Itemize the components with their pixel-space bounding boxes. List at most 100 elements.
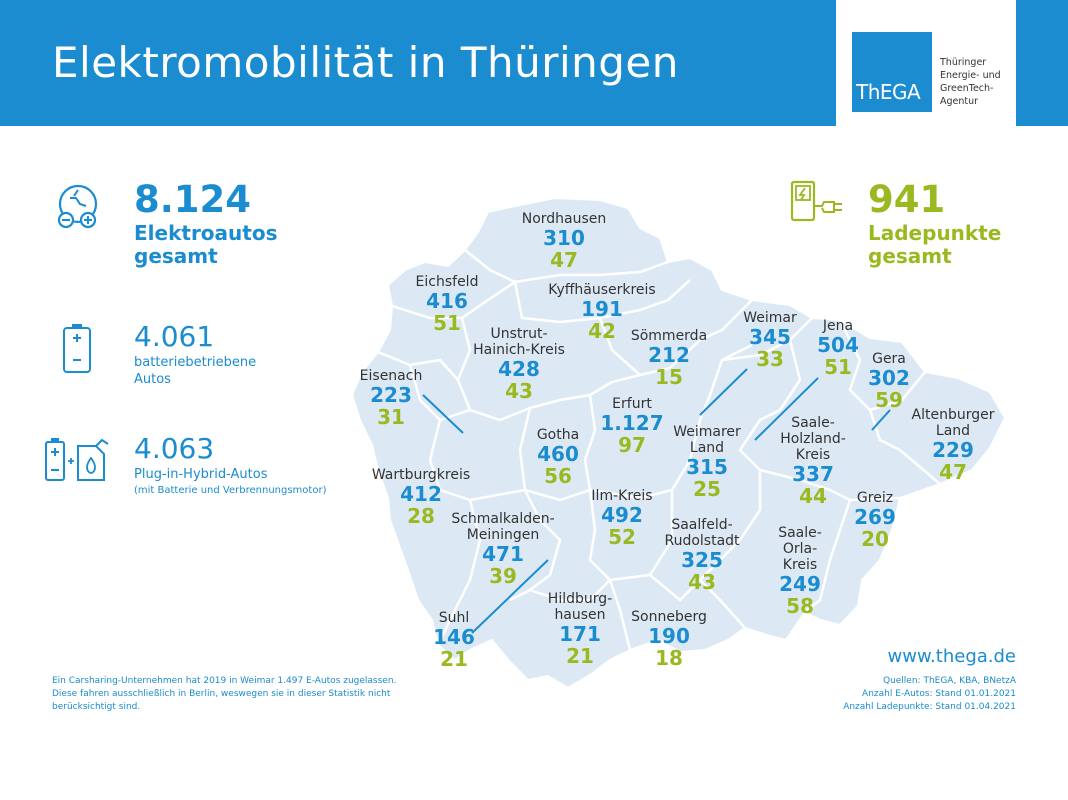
border-line <box>608 579 632 651</box>
border-line <box>408 364 471 422</box>
border-line <box>649 470 762 602</box>
source-line: Anzahl E-Autos: Stand 01.01.2021 <box>862 689 1016 699</box>
charging-total-value: 941 <box>868 178 946 221</box>
charging-total-label: Ladepunkte gesamt <box>868 222 1001 268</box>
charging-count: 43 <box>505 379 533 403</box>
charging-count: 47 <box>550 248 578 272</box>
border-line <box>456 317 531 422</box>
charging-count: 39 <box>489 564 517 588</box>
ev-count: 223 <box>370 383 412 407</box>
charging-count: 21 <box>440 647 468 671</box>
logo[interactable]: ThEGA Thüringer Energie- und GreenTech- … <box>836 0 1016 126</box>
district-name: Hildburg- <box>547 591 613 607</box>
district-name: Sömmerda <box>630 328 708 344</box>
district-name: Jena <box>822 318 854 334</box>
leader-line <box>471 559 549 634</box>
district-ilm-kreis: Ilm-Kreis 492 52 <box>591 488 652 548</box>
battery-fuel-icon <box>45 438 109 481</box>
district-name: Orla- <box>782 541 818 557</box>
leader-line <box>754 377 819 441</box>
border-line <box>377 350 459 381</box>
charging-total-label-line: Ladepunkte <box>868 221 1002 245</box>
ev-total-label: Elektroautos gesamt <box>134 222 278 268</box>
border-line <box>804 499 852 613</box>
border-line <box>509 489 562 602</box>
charging-count: 51 <box>824 355 852 379</box>
leader-line <box>422 394 464 434</box>
district-name: Unstrut- <box>490 326 548 342</box>
logo-line: Agentur <box>940 96 979 107</box>
logo-text: Thüringer Energie- und GreenTech- Agentu… <box>940 56 1016 108</box>
charging-count: 52 <box>608 525 636 549</box>
district-saale-holzland-kreis: Saale- Holzland- Kreis 337 44 <box>780 415 846 507</box>
district-name: Kyffhäuserkreis <box>548 282 656 298</box>
ev-count: 212 <box>648 343 690 367</box>
district-name: Saalfeld- <box>671 517 733 533</box>
charging-count: 58 <box>786 594 814 618</box>
district-name: Gotha <box>536 427 580 443</box>
district-hildburghausen: Hildburg- hausen 171 21 <box>548 591 612 667</box>
district-name: Schmalkalden- <box>451 511 555 527</box>
district-name: Saale- <box>791 415 835 431</box>
district-name: Wartburgkreis <box>371 467 471 483</box>
source-line: Quellen: ThEGA, KBA, BNetzA <box>882 676 1016 686</box>
charging-count: 21 <box>566 644 594 668</box>
district-suhl: Suhl 146 21 <box>433 610 475 670</box>
ev-count: 428 <box>498 357 540 381</box>
bev-label-line: Autos <box>134 372 171 387</box>
logo-line: GreenTech- <box>940 83 994 94</box>
ev-count: 337 <box>792 462 834 486</box>
district-gera: Gera 302 59 <box>868 351 910 411</box>
electric-car-icon <box>57 184 98 229</box>
district-wartburgkreis: Wartburgkreis 412 28 <box>372 467 470 527</box>
bev-label-line: batteriebetriebene <box>134 355 257 370</box>
ev-count: 302 <box>868 366 910 390</box>
district-name: Nordhausen <box>521 211 607 227</box>
border-line <box>588 489 651 582</box>
battery-icon <box>63 324 91 373</box>
district-name: Land <box>689 440 725 456</box>
leader-line <box>871 409 891 431</box>
district-unstrut-hainich-kreis: Unstrut- Hainich-Kreis 428 43 <box>473 326 565 402</box>
ev-count: 504 <box>817 333 859 357</box>
charging-count: 15 <box>655 365 683 389</box>
ev-count: 412 <box>400 482 442 506</box>
district-nordhausen: Nordhausen 310 47 <box>522 211 607 271</box>
ev-count: 269 <box>854 505 896 529</box>
charging-total-label-line: gesamt <box>868 244 952 268</box>
ev-count: 1.127 <box>600 411 664 435</box>
charging-count: 25 <box>693 477 721 501</box>
district-name: Eichsfeld <box>415 274 479 290</box>
charging-count: 56 <box>544 464 572 488</box>
district-name: Sonneberg <box>631 609 707 625</box>
logo-mark: ThEGA <box>852 32 932 112</box>
border-line <box>759 468 901 502</box>
bev-value: 4.061 <box>134 320 215 353</box>
charging-count: 59 <box>875 388 903 412</box>
logo-mark-text: ThEGA <box>856 80 921 104</box>
border-line <box>869 371 926 412</box>
charging-count: 33 <box>756 347 784 371</box>
border-line <box>436 499 482 646</box>
charging-count: 47 <box>939 460 967 484</box>
district-name: Kreis <box>782 557 818 573</box>
border-line <box>738 339 802 471</box>
charging-count: 51 <box>433 311 461 335</box>
district-name: Kreis <box>795 447 831 463</box>
district-name: Gera <box>872 351 906 367</box>
district-eisenach: Eisenach 223 31 <box>360 368 423 428</box>
website-link[interactable]: www.thega.de <box>887 646 1016 667</box>
ev-count: 471 <box>482 542 524 566</box>
map-outline <box>350 196 1007 690</box>
charging-count: 44 <box>799 484 827 508</box>
district-eichsfeld: Eichsfeld 416 51 <box>416 274 479 334</box>
border-line <box>648 490 674 576</box>
charging-count: 97 <box>618 433 646 457</box>
phev-note: (mit Batterie und Verbrennungsmotor) <box>134 485 327 496</box>
sources: Quellen: ThEGA, KBA, BNetzA Anzahl E-Aut… <box>843 675 1016 714</box>
district-sonneberg: Sonneberg 190 18 <box>631 609 707 669</box>
district-kyffhaeuserkreis: Kyffhäuserkreis 191 42 <box>548 282 655 342</box>
district-soemmerda: Sömmerda 212 15 <box>631 328 707 388</box>
district-saalfeld-rudolstadt: Saalfeld- Rudolstadt 325 43 <box>664 517 739 593</box>
ev-total-value: 8.124 <box>134 178 252 221</box>
